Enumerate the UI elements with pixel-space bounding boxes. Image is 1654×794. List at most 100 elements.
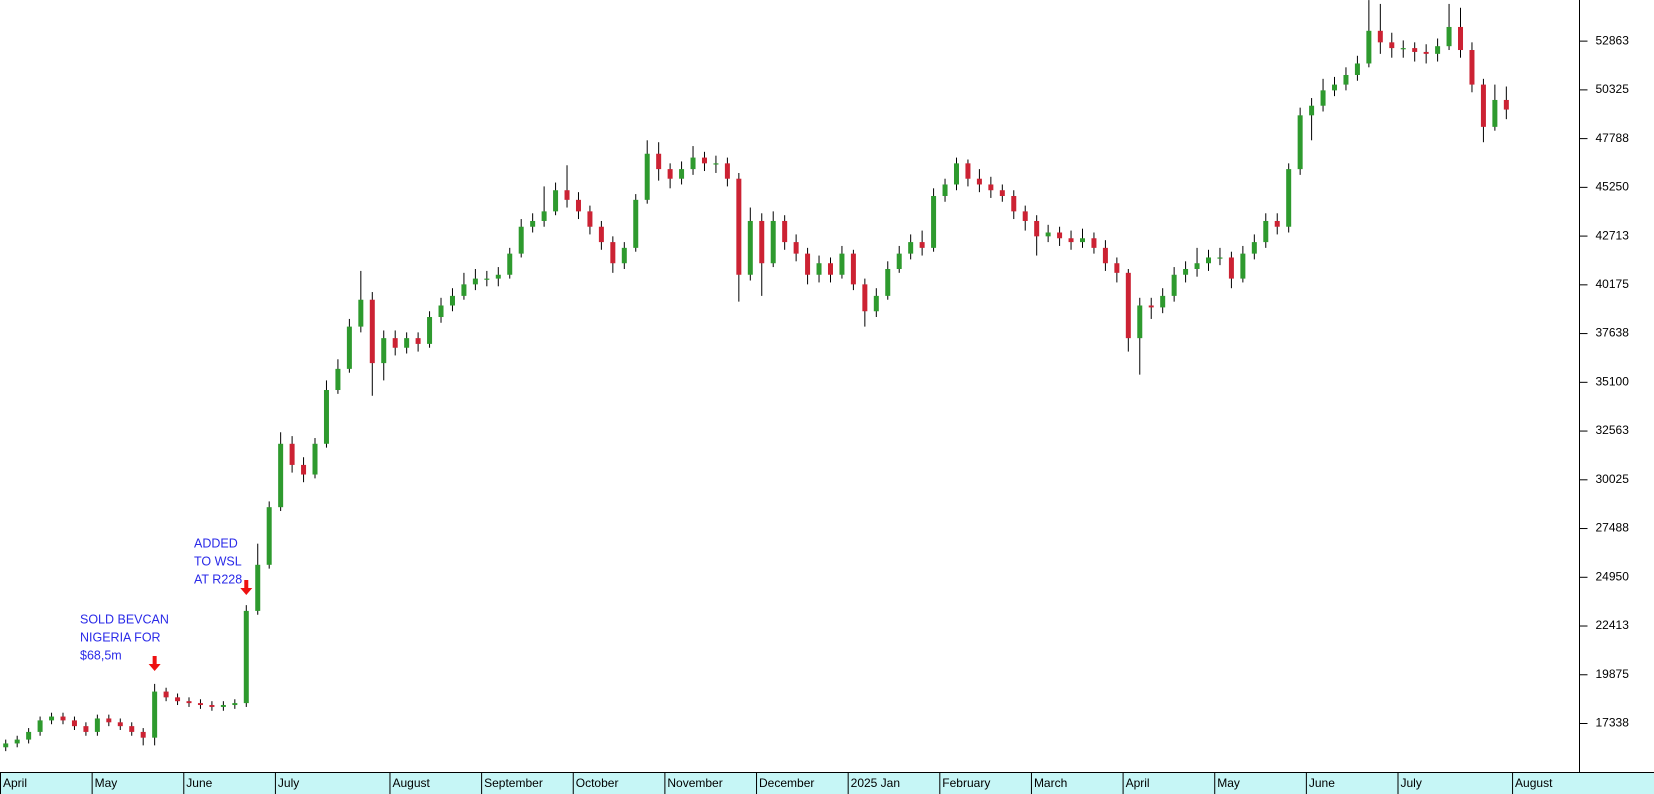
annotation: $68,5m [80, 648, 122, 662]
candle-body [335, 368, 341, 391]
x-tick-label: September [484, 776, 543, 790]
candle-body [140, 731, 146, 738]
candle-body [186, 701, 192, 704]
candle-body [598, 226, 604, 243]
candle-body [26, 731, 32, 740]
candle-body [152, 691, 158, 738]
candle-body [289, 443, 295, 465]
y-tick-label: 19875 [1596, 667, 1630, 681]
x-tick-label: February [942, 776, 990, 790]
candle-body [1274, 220, 1280, 227]
y-tick-label: 35100 [1596, 374, 1630, 388]
candle-body [999, 190, 1005, 197]
candle-body [885, 268, 891, 296]
annotation-arrow [240, 580, 253, 595]
x-tick-label: March [1034, 776, 1067, 790]
candle-body [656, 153, 662, 170]
x-tick-label: August [392, 776, 430, 790]
candle-body [266, 507, 272, 565]
candle-body [209, 705, 215, 707]
candle-body [770, 220, 776, 264]
candle-body [1034, 220, 1040, 237]
candle-body [1057, 232, 1063, 239]
x-tick-label: July [278, 776, 299, 790]
candle-body [1183, 268, 1189, 275]
candle-body [1091, 238, 1097, 248]
candle-body [1343, 74, 1349, 85]
candle-body [232, 703, 238, 706]
candle-body [415, 338, 421, 344]
candle-body [392, 338, 398, 348]
x-tick-label: August [1515, 776, 1553, 790]
candle-body [1400, 48, 1406, 50]
candle-body [931, 196, 937, 248]
x-tick-label: May [1217, 776, 1240, 790]
x-tick-label: April [3, 776, 27, 790]
candle-body [381, 338, 387, 364]
candle-body [1137, 305, 1143, 339]
candle-body [1412, 48, 1418, 52]
candle-body [1286, 169, 1292, 227]
candle-body [805, 253, 811, 275]
y-tick-label: 37638 [1596, 326, 1630, 340]
y-tick-label: 40175 [1596, 277, 1630, 291]
y-tick-label: 27488 [1596, 521, 1630, 535]
y-tick-label: 45250 [1596, 180, 1630, 194]
candle-body [1160, 295, 1166, 308]
candle-body [965, 163, 971, 179]
y-tick-label: 52863 [1596, 33, 1630, 47]
candle-body [816, 263, 822, 275]
y-tick-label: 17338 [1596, 716, 1630, 730]
candle-body [587, 211, 593, 227]
candle-body [713, 163, 719, 165]
candle-body [873, 295, 879, 312]
candle-body [724, 163, 730, 179]
candle-body [1503, 99, 1509, 110]
candle-body [942, 184, 948, 197]
candle-body [301, 464, 307, 475]
candle-body [83, 726, 89, 732]
candle-body [129, 726, 135, 732]
annotation: AT R228 [194, 572, 242, 586]
x-tick-label: July [1401, 776, 1422, 790]
candle-body [1125, 272, 1131, 339]
candle-body [518, 226, 524, 254]
candle-body [49, 716, 55, 721]
candle-body [1366, 30, 1372, 64]
x-tick-label: May [95, 776, 118, 790]
candle-body [3, 743, 9, 748]
candle-body [908, 242, 914, 254]
candle-body [71, 720, 77, 727]
candle-body [1217, 257, 1223, 259]
candle-body [736, 178, 742, 275]
candle-body [1206, 257, 1212, 264]
x-tick-label: December [759, 776, 814, 790]
candle-body [1332, 84, 1338, 91]
candle-body [793, 242, 799, 254]
candle-body [1045, 232, 1051, 237]
candle-body [1011, 196, 1017, 212]
candle-body [278, 443, 284, 508]
x-tick-label: June [1309, 776, 1335, 790]
candle-body [404, 338, 410, 348]
candle-body [1377, 30, 1383, 43]
candle-body [1480, 84, 1486, 127]
candle-body [988, 184, 994, 191]
candle-body [14, 739, 20, 744]
candle-body [1251, 242, 1257, 254]
candle-body [1492, 99, 1498, 127]
candle-body [243, 610, 249, 704]
x-tick-label: June [186, 776, 212, 790]
candle-body [919, 242, 925, 248]
annotation: ADDED [194, 536, 238, 550]
candle-body [953, 163, 959, 185]
candle-body [472, 278, 478, 285]
x-tick-label: April [1126, 776, 1150, 790]
x-tick-label: October [576, 776, 619, 790]
candle-body [690, 157, 696, 170]
x-tick-label: November [667, 776, 722, 790]
candle-body [461, 284, 467, 296]
candle-body [610, 242, 616, 264]
candle-body [1458, 26, 1464, 51]
